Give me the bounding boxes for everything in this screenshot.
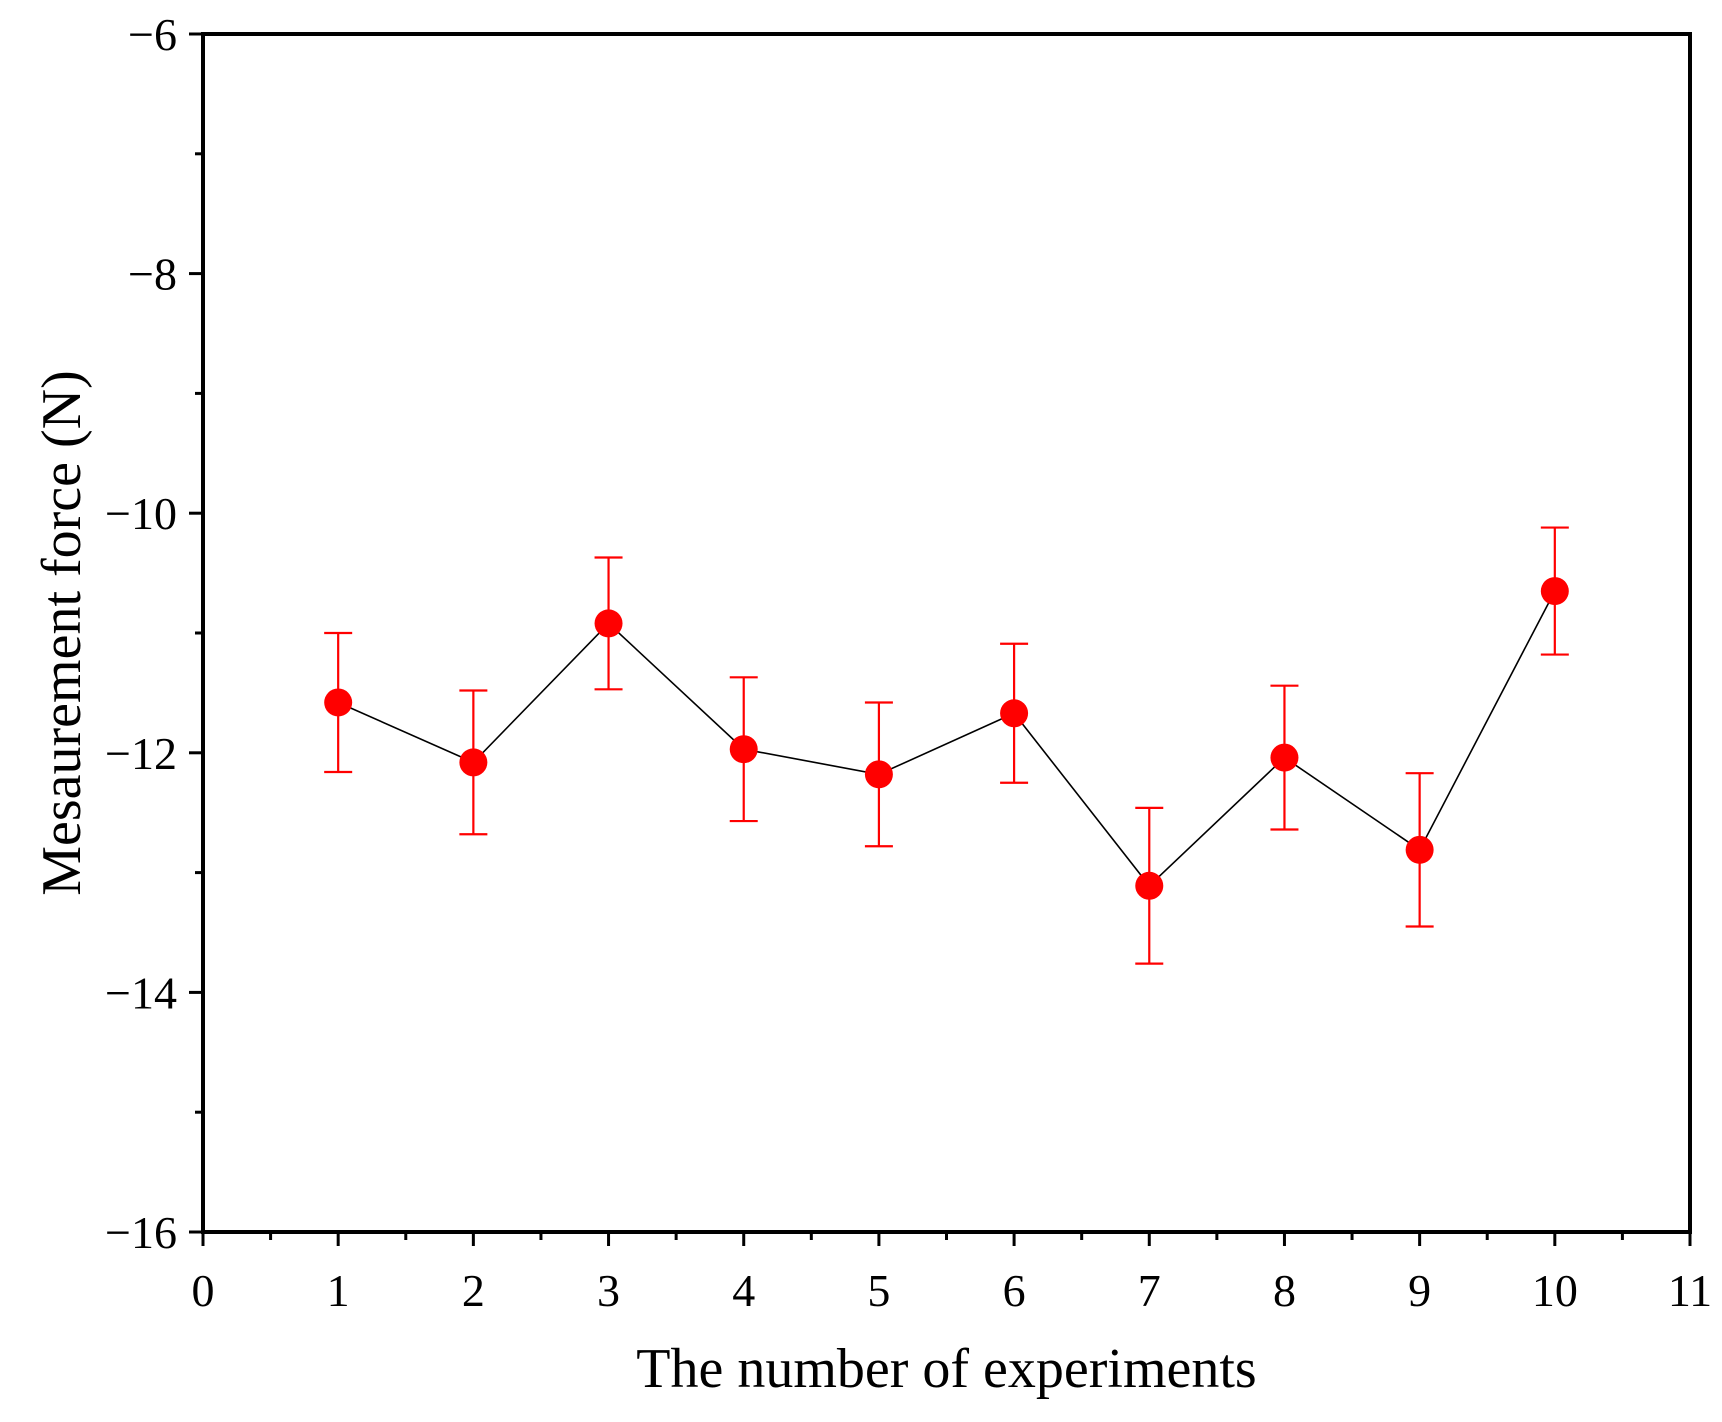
x-tick-label: 7: [1138, 1265, 1161, 1316]
series-line: [337, 590, 1556, 887]
data-point: [459, 748, 488, 777]
x-tick-label: 0: [192, 1265, 215, 1316]
x-tick-label: 8: [1273, 1265, 1296, 1316]
y-tick-label: −16: [105, 1207, 177, 1258]
data-point: [1000, 699, 1029, 728]
data-point: [1270, 743, 1299, 772]
y-axis-title: Mesaurement force (N): [31, 370, 93, 896]
x-axis-title: The number of experiments: [636, 1338, 1256, 1400]
x-tick-label: 4: [732, 1265, 755, 1316]
y-tick-label: −12: [105, 728, 177, 779]
x-tick-label: 9: [1408, 1265, 1431, 1316]
data-point: [1405, 835, 1434, 864]
label-layer: 0 1 2 3 4 5 6 7 8 9 10 11 −16 −14 −12 −10 −8 −6: [105, 9, 1712, 1316]
data-point: [1135, 871, 1164, 900]
x-tick-label: 6: [1003, 1265, 1026, 1316]
y-tick-label: −14: [105, 967, 177, 1018]
x-tick-label: 11: [1668, 1265, 1712, 1316]
data-point: [1540, 577, 1569, 606]
y-tick-label: −10: [105, 488, 177, 539]
x-tick-label: 1: [327, 1265, 350, 1316]
x-tick-label: 5: [867, 1265, 890, 1316]
tick-layer: [189, 32, 1692, 1246]
x-tick-label: 3: [597, 1265, 620, 1316]
data-point: [324, 688, 353, 717]
y-tick-label: −8: [128, 249, 177, 300]
y-tick-label: −6: [128, 9, 177, 60]
data-point: [594, 609, 623, 638]
plot-frame: [201, 32, 1692, 1234]
series-layer: [324, 526, 1569, 965]
x-tick-label: 10: [1532, 1265, 1578, 1316]
data-point: [729, 735, 758, 764]
x-tick-label: 2: [462, 1265, 485, 1316]
data-point: [864, 760, 893, 789]
